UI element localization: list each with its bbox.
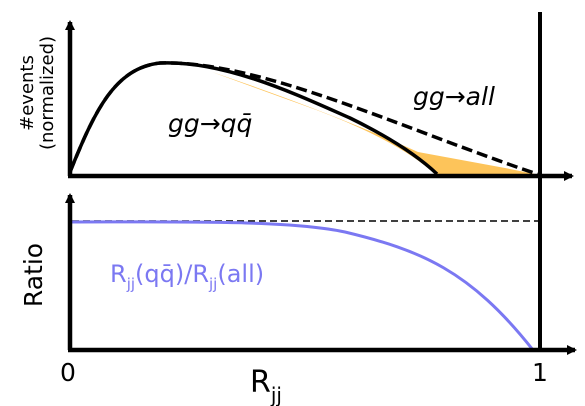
top-ylabel-line2: (normalized) [37,36,58,150]
x-axis-label: Rjj [250,365,282,406]
ratio-label: Rjj(qq̄)/Rjj(all) [110,260,264,293]
curve-qq-label: gg→qq̄ [168,109,252,138]
curve-gg-qq [68,61,439,176]
ratio-curve [71,220,535,351]
bottom-ylabel: Ratio [19,243,48,307]
x-tick-1: 1 [532,358,548,387]
x-tick-0: 0 [60,358,76,387]
curve-all-label: gg→all [413,82,495,111]
top-ylabel-line1: #events [17,55,38,131]
curve-gg-all [68,61,541,177]
